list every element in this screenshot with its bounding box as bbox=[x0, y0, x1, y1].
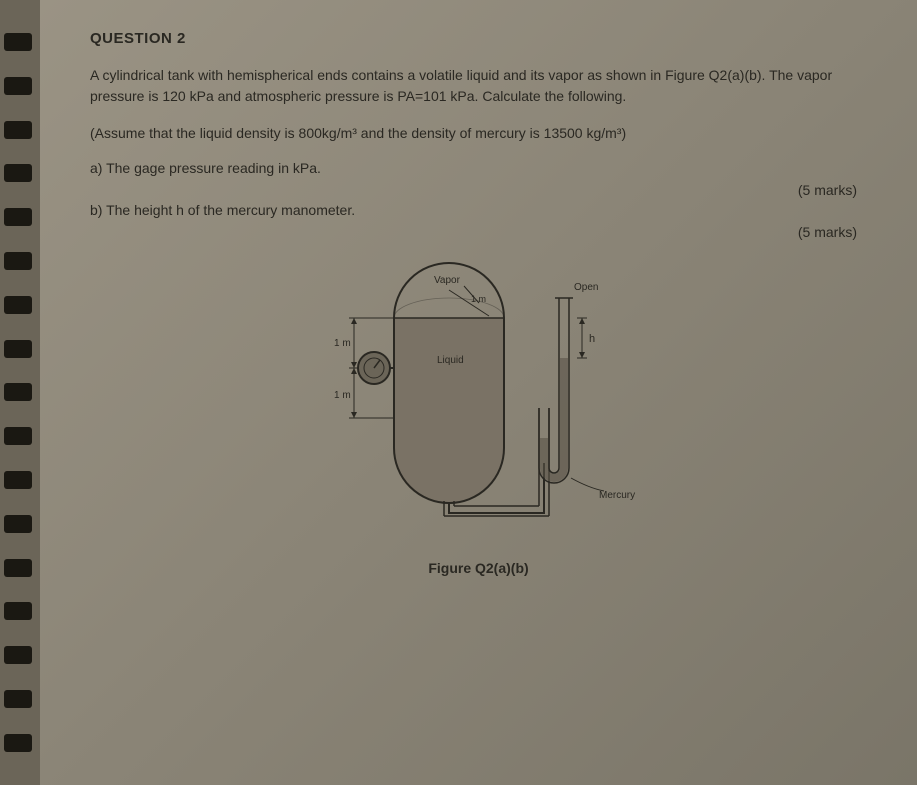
part-b-marks: (5 marks) bbox=[798, 224, 857, 240]
spiral-binding bbox=[0, 0, 40, 785]
part-a-marks: (5 marks) bbox=[798, 182, 857, 198]
part-b: b) The height h of the mercury manometer… bbox=[90, 202, 867, 218]
question-intro: A cylindrical tank with hemispherical en… bbox=[90, 65, 867, 107]
label-open: Open bbox=[574, 282, 598, 293]
page-content: QUESTION 2 A cylindrical tank with hemis… bbox=[40, 0, 917, 785]
label-dim1: 1 m bbox=[334, 338, 351, 349]
label-mercury: Mercury bbox=[599, 490, 635, 501]
label-dim-top: 1 m bbox=[471, 294, 486, 304]
label-dim2: 1 m bbox=[334, 390, 351, 401]
part-a-text: a) The gage pressure reading in kPa. bbox=[90, 160, 321, 176]
label-h: h bbox=[589, 333, 595, 345]
question-title: QUESTION 2 bbox=[90, 30, 867, 47]
figure-area: Vapor 1 m Liquid 1 m 1 m bbox=[90, 248, 867, 576]
label-liquid: Liquid bbox=[437, 355, 464, 366]
label-vapor: Vapor bbox=[434, 275, 461, 286]
figure-caption: Figure Q2(a)(b) bbox=[428, 560, 528, 576]
part-a: a) The gage pressure reading in kPa. (5 … bbox=[90, 160, 867, 176]
part-b-text: b) The height h of the mercury manometer… bbox=[90, 202, 355, 218]
tank-diagram: Vapor 1 m Liquid 1 m 1 m bbox=[279, 248, 679, 538]
question-assume: (Assume that the liquid density is 800kg… bbox=[90, 123, 867, 144]
